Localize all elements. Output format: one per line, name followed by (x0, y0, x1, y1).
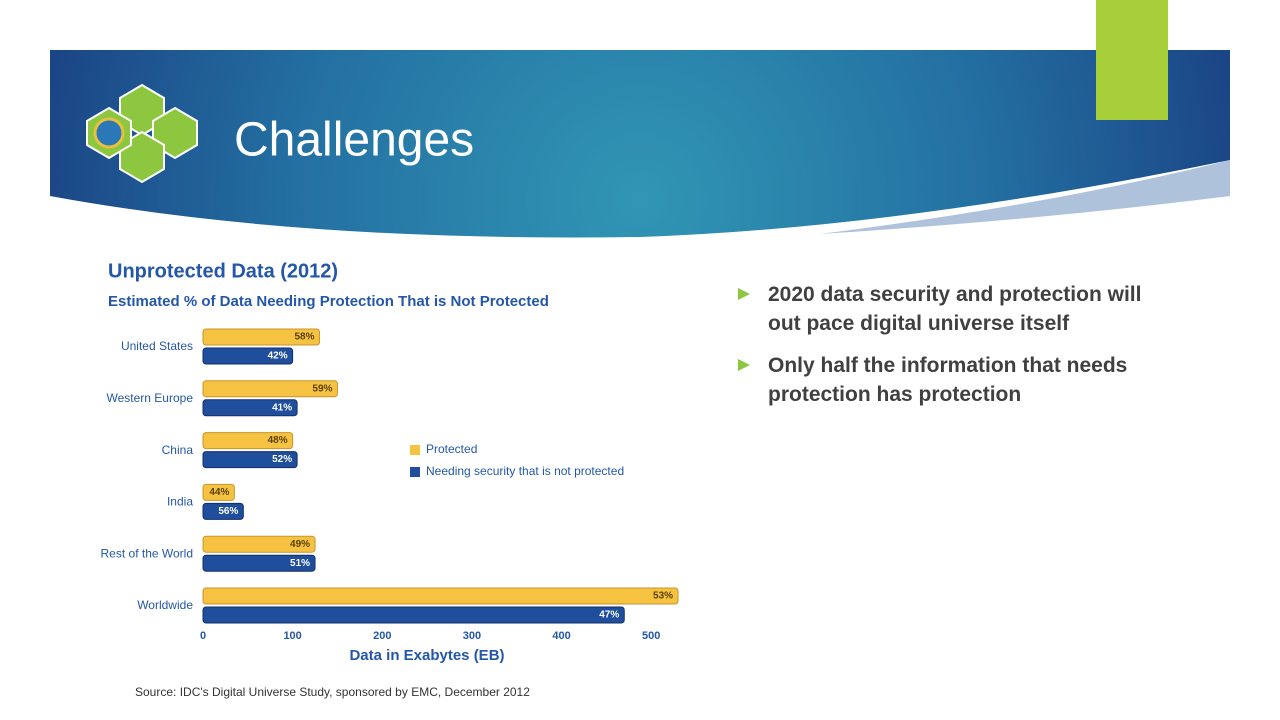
bar-label: 52% (272, 454, 292, 465)
slide-title: Challenges (234, 114, 474, 167)
bullet-list: 2020 data security and protection will o… (738, 280, 1158, 422)
bar (202, 347, 294, 365)
bar (202, 587, 679, 605)
bullet: 2020 data security and protection will o… (738, 280, 1158, 338)
bar (202, 380, 338, 398)
bar-label: 41% (272, 402, 292, 413)
legend-swatch (410, 467, 420, 477)
x-axis-title: Data in Exabytes (EB) (349, 647, 504, 664)
y-tick-label: Rest of the World (101, 546, 193, 560)
bar-label: 53% (653, 591, 673, 602)
x-tick-label: 400 (552, 630, 570, 642)
bar (202, 432, 294, 450)
x-tick-label: 100 (283, 630, 301, 642)
green-tab (1096, 0, 1168, 120)
bar-label: 56% (218, 506, 238, 517)
bar (202, 328, 321, 346)
y-tick-label: United States (121, 339, 193, 353)
legend-label: Needing security that is not protected (426, 464, 624, 478)
bullet: Only half the information that needs pro… (738, 351, 1158, 409)
bar (202, 483, 235, 501)
y-tick-label: China (162, 443, 194, 457)
bar (202, 606, 625, 624)
legend-swatch (410, 445, 420, 455)
bar-label: 42% (268, 351, 288, 362)
bar-label: 47% (599, 610, 619, 621)
chart-subtitle: Estimated % of Data Needing Protection T… (108, 293, 549, 310)
bar-label: 44% (209, 487, 229, 498)
bar (202, 451, 298, 469)
bar (202, 554, 316, 572)
header-band (50, 50, 1230, 238)
bar (202, 535, 316, 553)
y-tick-label: Western Europe (107, 391, 194, 405)
bar-label: 59% (312, 383, 332, 394)
x-tick-label: 0 (200, 630, 206, 642)
chart-title: Unprotected Data (2012) (108, 260, 338, 282)
logo (86, 83, 198, 184)
x-tick-label: 300 (463, 630, 481, 642)
bar (202, 399, 298, 417)
bar-label: 58% (295, 332, 315, 343)
y-tick-label: Worldwide (137, 598, 193, 612)
legend-label: Protected (426, 442, 477, 456)
bar-label: 51% (290, 558, 310, 569)
bar-label: 49% (290, 539, 310, 550)
source-note: Source: IDC's Digital Universe Study, sp… (135, 685, 530, 699)
x-tick-label: 500 (642, 630, 660, 642)
bar (202, 502, 244, 520)
bar-label: 48% (268, 435, 288, 446)
header-accent (820, 160, 1230, 234)
y-tick-label: India (167, 495, 193, 509)
x-tick-label: 200 (373, 630, 391, 642)
